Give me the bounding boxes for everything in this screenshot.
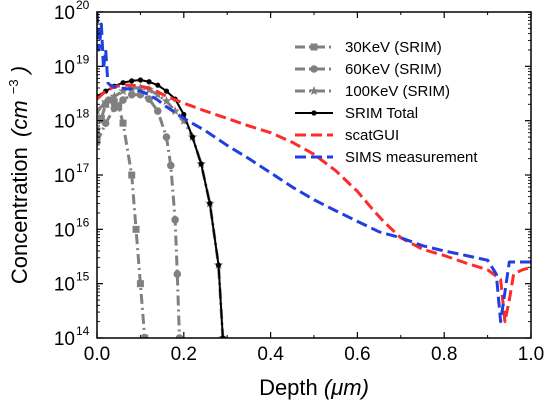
legend-label: 30KeV (SRIM) [345, 39, 442, 56]
data-point [171, 215, 179, 224]
data-point [135, 82, 146, 92]
y-tick-base: 10 [54, 166, 75, 187]
y-tick-label: 10 [54, 57, 75, 78]
data-point [170, 106, 180, 116]
legend-label: 100KeV (SRIM) [345, 83, 450, 100]
data-point [215, 262, 222, 268]
series-4 [97, 83, 531, 324]
legend-label: SRIM Total [345, 105, 418, 122]
series-2 [97, 82, 228, 338]
x-tick-label: 0.2 [171, 344, 197, 365]
series-line [97, 12, 531, 324]
legend-marker [310, 65, 318, 73]
y-axis-unit-exponent: −3 [6, 79, 21, 94]
data-point [106, 96, 114, 104]
y-tick-exponent: 17 [76, 161, 90, 175]
y-tick-label: 10 [54, 112, 75, 133]
data-point [161, 96, 172, 106]
data-point [119, 119, 127, 127]
data-point [146, 79, 152, 85]
data-point [115, 103, 123, 111]
legend-label: SIMS measurement [345, 149, 478, 166]
y-tick-base: 10 [54, 275, 75, 296]
data-point [110, 104, 119, 112]
data-point [120, 80, 126, 86]
series-layer [97, 12, 531, 338]
y-axis-label: Concentration [7, 147, 32, 284]
x-tick-label: 0.0 [84, 344, 110, 365]
legend-label: scatGUI [345, 127, 399, 144]
y-tick-base: 10 [54, 329, 75, 350]
data-point [189, 134, 196, 140]
y-tick-label: 10 [54, 166, 75, 187]
data-point [97, 106, 102, 116]
y-tick-base: 10 [54, 220, 75, 241]
data-point [173, 270, 182, 278]
series-line [97, 83, 531, 324]
y-tick-exponent: 20 [76, 0, 90, 12]
data-point [198, 161, 204, 167]
data-point [136, 280, 144, 288]
data-point [100, 97, 111, 107]
y-axis-title: Concentration (cm −3 ) [0, 66, 32, 284]
y-axis-unit: (cm [7, 100, 32, 137]
data-point [128, 171, 136, 179]
data-point [155, 82, 161, 88]
data-point [153, 107, 162, 115]
series-0 [97, 96, 149, 338]
y-tick-label: 10 [54, 329, 75, 350]
x-tick-label: 0.8 [431, 344, 457, 365]
y-tick-label: 10 [54, 3, 75, 24]
series-line [97, 98, 147, 338]
data-point [101, 119, 110, 127]
y-tick-exponent: 19 [76, 52, 90, 66]
y-tick-base: 10 [54, 3, 75, 24]
data-point [141, 334, 149, 338]
x-axis-unit: (μm) [324, 375, 369, 400]
data-point [179, 115, 189, 125]
legend-marker [310, 43, 318, 51]
data-point [163, 88, 170, 94]
data-point [97, 114, 105, 122]
y-tick-exponent: 16 [76, 215, 90, 229]
y-axis-unit-close: ) [7, 66, 32, 76]
plot-area [97, 12, 531, 338]
x-tick-label: 0.6 [344, 344, 370, 365]
legend-marker [309, 86, 319, 96]
legend-marker [311, 110, 317, 116]
data-point [153, 89, 163, 99]
data-point [102, 100, 110, 108]
data-point [118, 86, 128, 96]
data-point [175, 334, 184, 338]
y-tick-base: 10 [54, 112, 75, 133]
x-tick-label: 0.4 [257, 344, 284, 365]
data-point [110, 98, 118, 106]
series-5 [97, 12, 531, 324]
y-tick-exponent: 15 [76, 270, 90, 284]
y-tick-label: 10 [54, 220, 75, 241]
data-point [162, 133, 171, 141]
x-axis-title: Depth (μm) [259, 375, 369, 400]
data-point [145, 95, 153, 103]
y-tick-exponent: 18 [76, 107, 90, 121]
data-point [137, 77, 143, 83]
series-line [97, 86, 225, 338]
y-tick-label: 10 [54, 275, 75, 296]
data-point [207, 200, 213, 207]
data-point [109, 91, 120, 101]
data-point [166, 161, 175, 170]
legend-label: 60KeV (SRIM) [345, 61, 442, 78]
x-axis-label: Depth [259, 375, 318, 400]
legend: 30KeV (SRIM) 60KeV (SRIM) 100KeV (SRIM) SRI… [295, 39, 478, 166]
data-point [132, 225, 140, 233]
data-point [129, 78, 135, 84]
y-tick-exponent: 14 [76, 324, 90, 338]
data-point [119, 96, 127, 104]
y-tick-base: 10 [54, 57, 75, 78]
data-point [127, 90, 136, 99]
data-point [126, 82, 137, 92]
x-tick-label: 1.0 [518, 344, 544, 365]
